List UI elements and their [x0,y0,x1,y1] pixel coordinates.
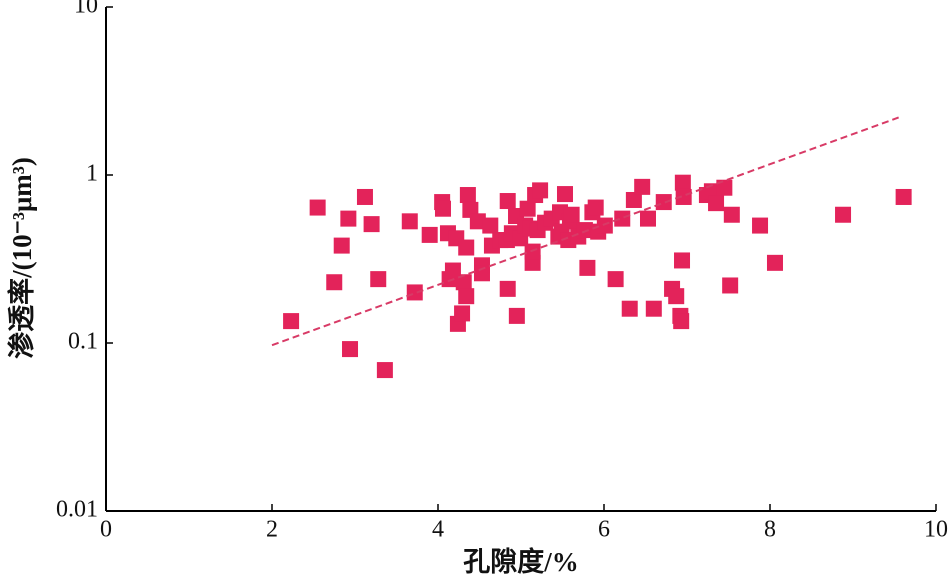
point [645,300,662,317]
point [835,206,852,223]
point [458,239,475,256]
y-tick-label: 10 [74,0,98,19]
point [668,288,685,305]
point [563,206,580,223]
point [895,188,912,205]
point [532,182,549,199]
point [722,277,739,294]
point [766,254,783,271]
point [454,305,471,322]
point [674,252,691,269]
point [363,216,380,233]
point [519,200,536,217]
point [674,174,691,191]
point [421,226,438,243]
point [524,243,541,260]
point [401,213,418,230]
point [455,274,472,291]
x-tick-label: 4 [432,517,444,543]
x-tick-label: 0 [100,517,112,543]
point [596,217,613,234]
point [342,341,359,358]
point [708,195,725,212]
point [752,217,769,234]
point [458,288,475,305]
point [716,179,733,196]
x-tick-label: 6 [598,517,610,543]
point [326,274,343,291]
point [309,199,326,216]
point [434,200,451,217]
y-tick-label: 0.01 [56,497,98,523]
point [459,187,476,204]
point [370,271,387,288]
point [576,222,593,239]
point [673,313,690,330]
point [482,217,499,234]
point [333,237,350,254]
x-tick-label: 10 [924,517,948,543]
y-axis-label: 渗透率/(10⁻³μm³) [6,157,37,359]
y-tick-label: 1 [86,161,98,187]
point [556,186,573,203]
point [508,307,525,324]
x-tick-label: 8 [764,517,776,543]
x-axis-label: 孔隙度/% [463,546,579,577]
point [621,300,638,317]
x-tick-label: 2 [266,517,278,543]
point [579,259,596,276]
point [587,199,604,216]
point [625,191,642,208]
point [356,188,373,205]
point [675,188,692,205]
y-tick-label: 0.1 [68,329,98,355]
point [723,206,740,223]
trendline [271,116,899,347]
point [376,362,393,379]
point [607,271,624,288]
point [614,210,631,227]
point [499,193,516,210]
point [340,210,357,227]
point [634,178,651,195]
point [639,210,656,227]
point [406,284,423,301]
point [283,313,300,330]
point [655,194,672,211]
point [473,265,490,282]
point [469,213,486,230]
point [499,280,516,297]
